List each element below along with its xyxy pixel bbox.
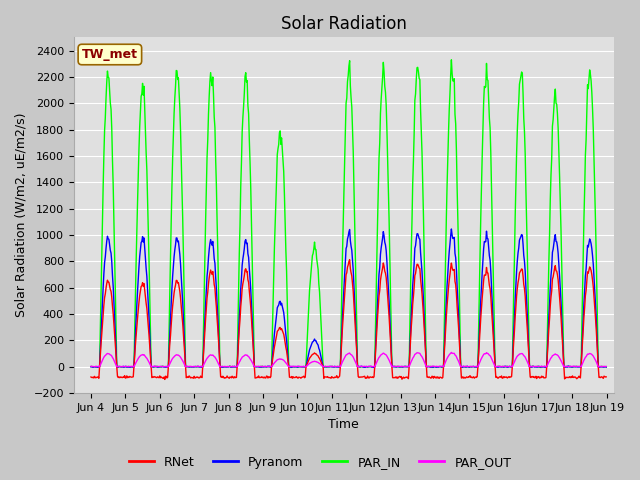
Legend: RNet, Pyranom, PAR_IN, PAR_OUT: RNet, Pyranom, PAR_IN, PAR_OUT — [124, 451, 516, 474]
Title: Solar Radiation: Solar Radiation — [281, 15, 406, 33]
X-axis label: Time: Time — [328, 419, 359, 432]
Text: TW_met: TW_met — [82, 48, 138, 61]
Y-axis label: Solar Radiation (W/m2, uE/m2/s): Solar Radiation (W/m2, uE/m2/s) — [15, 113, 28, 317]
